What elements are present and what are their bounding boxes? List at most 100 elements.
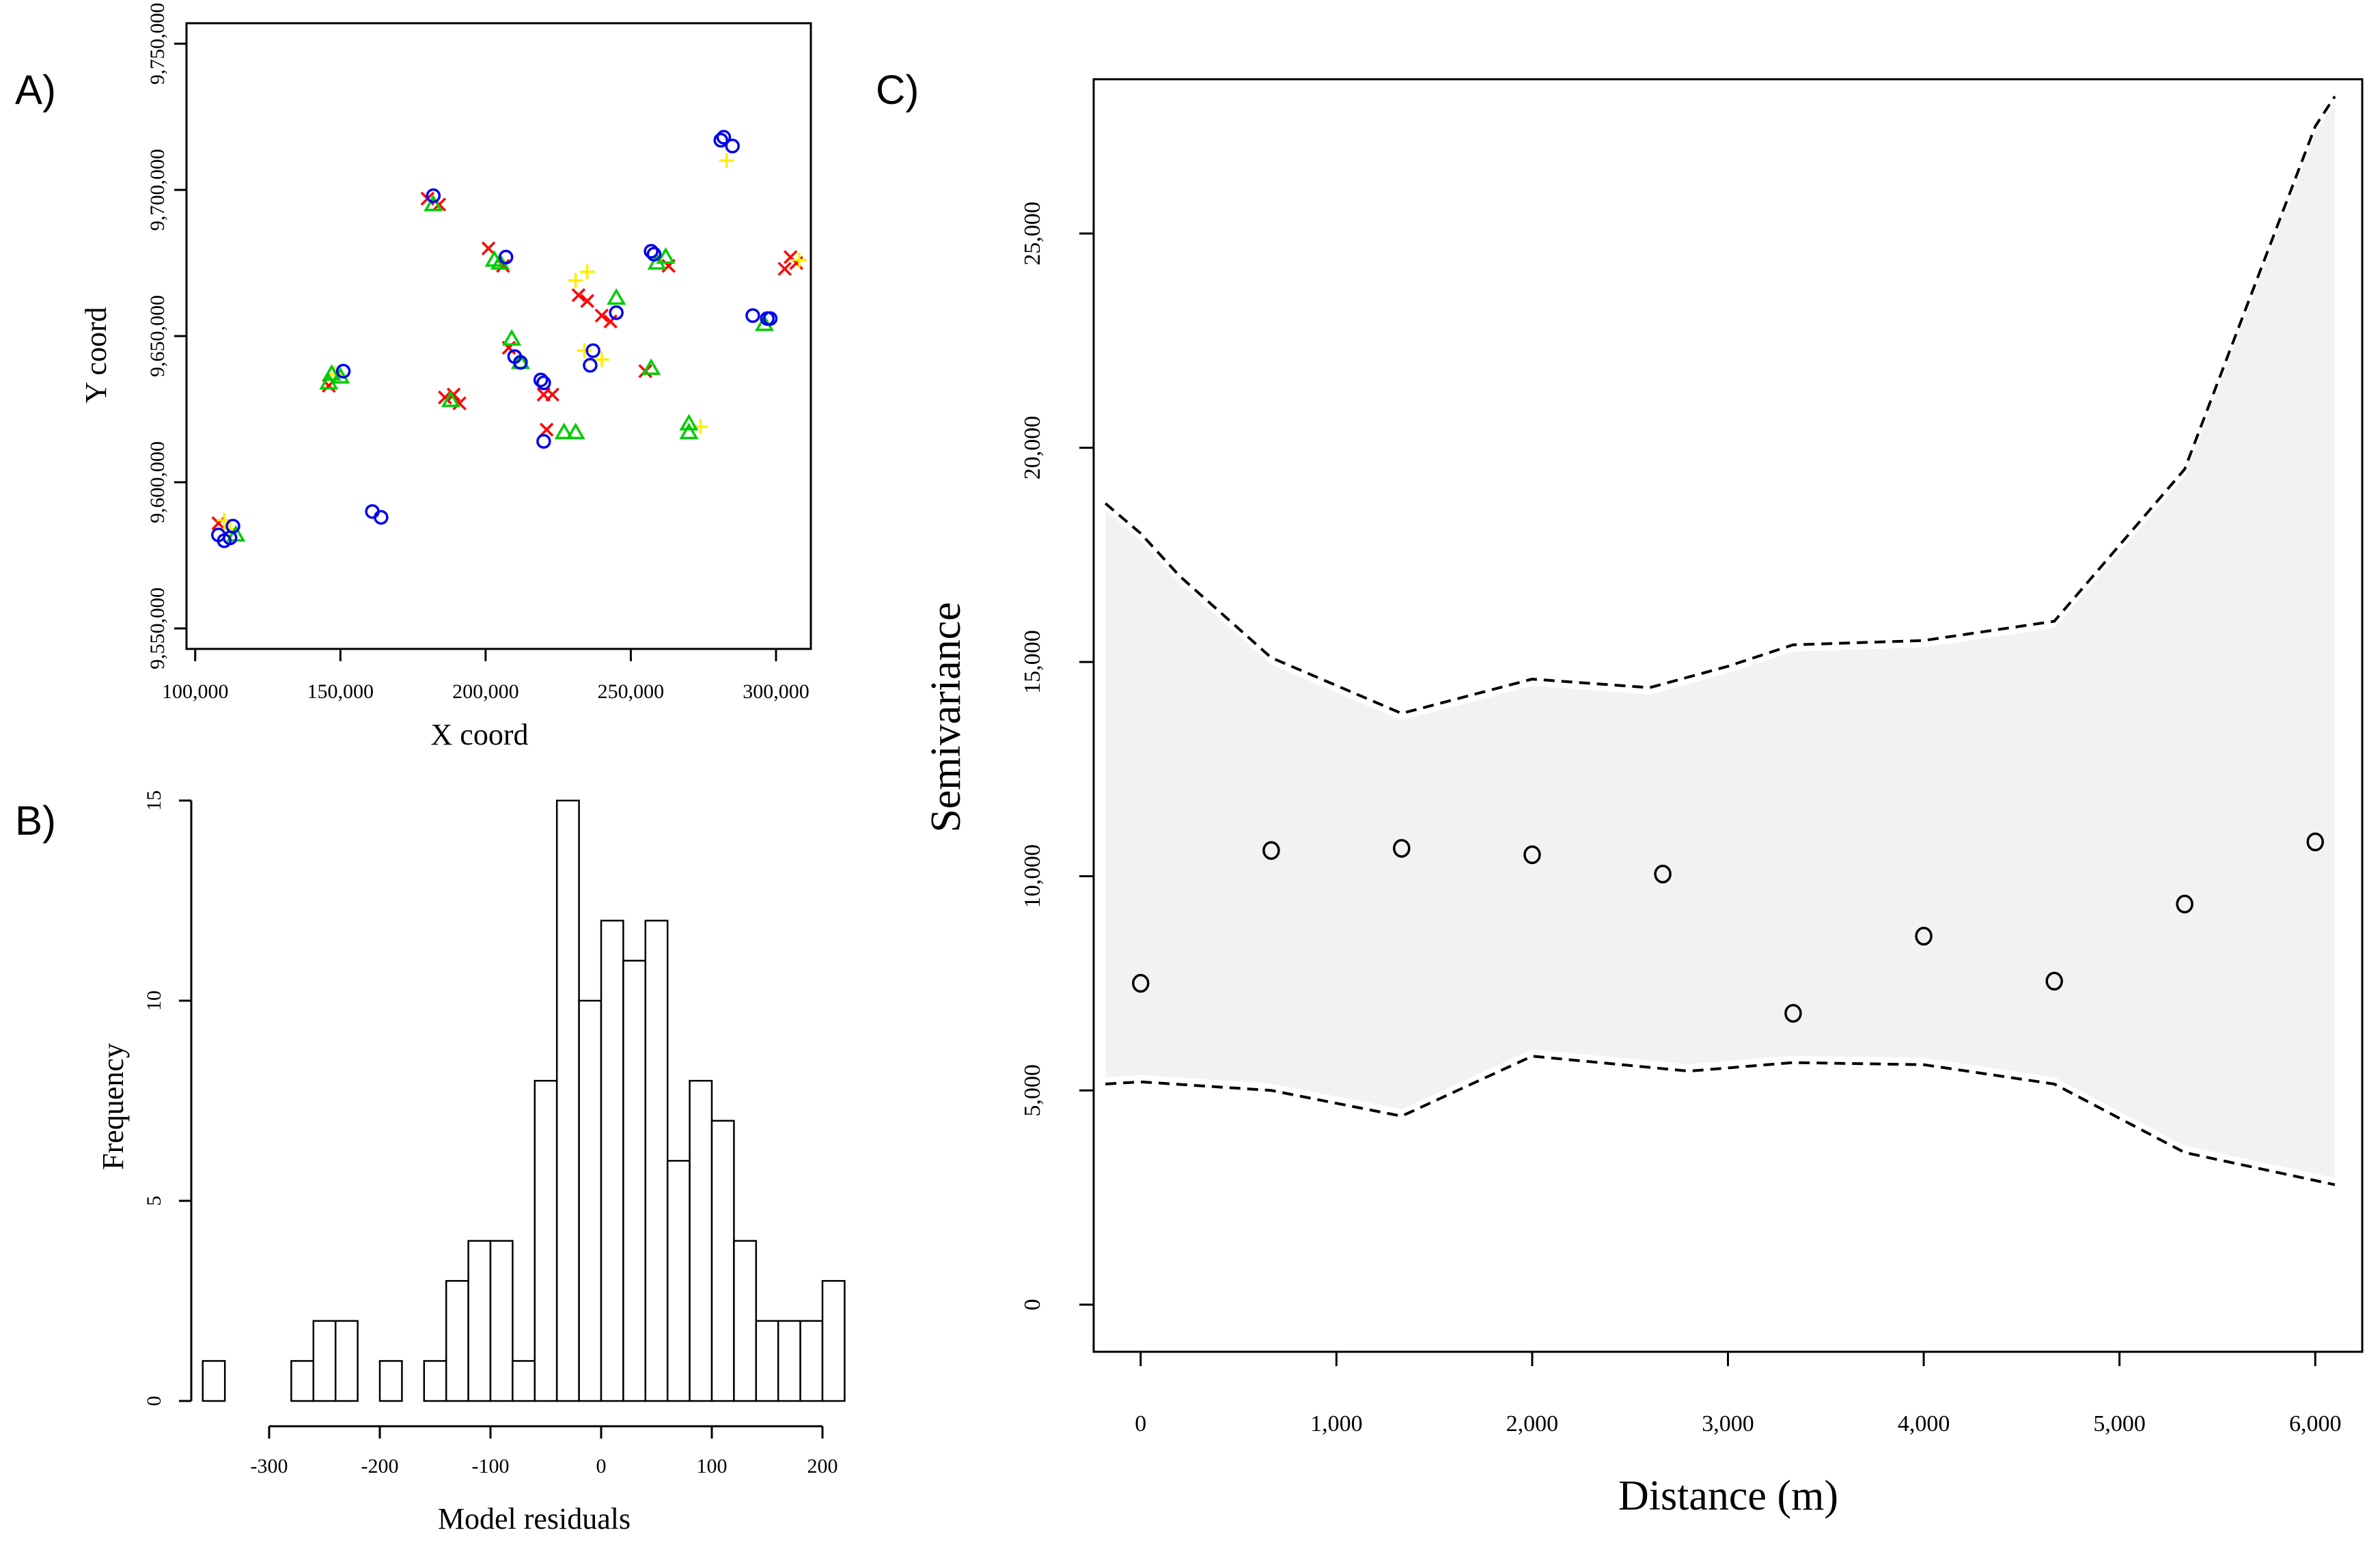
x-marker (789, 255, 803, 270)
panel-b: B) 0 5 10 15 -300 -200 -100 0 100 200 Model resi… (15, 790, 846, 1536)
circle-marker (762, 311, 778, 327)
y-tick-label: 15,000 (1020, 630, 1045, 694)
x-tick-label: -300 (251, 1455, 288, 1477)
triangle-marker (554, 422, 574, 440)
x-marker (438, 390, 452, 405)
histogram-bar (600, 919, 624, 1402)
y-tick-label: 9,600,000 (146, 441, 169, 523)
histogram-bar (777, 1320, 801, 1402)
y-tick-label: 5,000 (1020, 1064, 1045, 1117)
semivariance-point (1132, 973, 1150, 993)
histogram-bar (312, 1320, 337, 1402)
histogram-bar (489, 1240, 514, 1402)
plus-marker (577, 343, 592, 359)
panel-c: C) 0 5,000 10,000 15,000 20,000 25,000 0 1,000… (876, 67, 2364, 1519)
x-tick-label: 150,000 (307, 680, 374, 703)
circle-marker (713, 133, 728, 148)
triangle-marker (331, 367, 350, 384)
circle-marker (498, 249, 514, 265)
x-tick-label: 6,000 (2289, 1411, 2342, 1436)
histogram-bar (290, 1360, 315, 1402)
semivariance-point (2176, 894, 2194, 914)
histogram-bar (821, 1279, 846, 1402)
y-tick-label: 25,000 (1020, 202, 1045, 266)
histogram-bar (622, 960, 647, 1402)
panel-a-y-label: Y coord (79, 307, 113, 403)
y-tick-label: 0 (1020, 1299, 1045, 1311)
histogram-bar (555, 799, 580, 1402)
x-tick-label: 2,000 (1506, 1411, 1559, 1436)
envelope-lower-line (1105, 1055, 2336, 1186)
triangle-marker (566, 422, 585, 440)
histogram-bar (534, 1079, 558, 1402)
panel-a-x-axis: 100,000 150,000 200,000 250,000 300,000 (162, 649, 810, 703)
panel-a: A) 9,550,0009,600,0009,650,0009,700,0009… (15, 3, 812, 751)
envelope-band (1105, 103, 2335, 1178)
circle-marker (536, 434, 551, 449)
y-tick-label: 20,000 (1020, 416, 1045, 480)
histogram-bar (378, 1360, 403, 1402)
triangle-marker (641, 358, 661, 375)
x-marker (580, 294, 594, 308)
circle-marker (513, 355, 528, 370)
y-tick-label: 9,550,000 (146, 587, 169, 669)
plus-marker (719, 153, 734, 169)
circle-marker (609, 305, 624, 320)
circle-marker (335, 363, 351, 379)
panel-b-y-axis: 0 5 10 15 (143, 790, 193, 1406)
x-tick-label: 1,000 (1310, 1411, 1363, 1436)
histogram-bar (755, 1320, 779, 1402)
x-tick-label: 300,000 (743, 680, 810, 703)
x-marker (545, 387, 559, 402)
x-tick-label: 100,000 (162, 680, 229, 703)
y-tick-label: 10 (143, 990, 165, 1011)
x-tick-label: 0 (1135, 1411, 1146, 1436)
semivariance-point (1523, 845, 1541, 865)
histogram-bar (334, 1320, 359, 1402)
panel-c-x-label: Distance (m) (1618, 1473, 1838, 1519)
semivariance-point (1654, 864, 1672, 884)
panel-b-x-axis: -300 -200 -100 0 100 200 (251, 1425, 838, 1477)
plus-marker (594, 352, 609, 367)
panel-c-label: C) (876, 67, 919, 113)
y-tick-label: 0 (143, 1396, 165, 1406)
plus-marker (792, 252, 807, 268)
x-marker (211, 516, 226, 531)
circle-marker (646, 247, 662, 262)
histogram-bar (467, 1240, 492, 1402)
semivariance-point (2306, 832, 2324, 852)
panel-a-y-axis: 9,550,000 9,600,000 9,650,000 9,700,000 9,75… (146, 3, 188, 669)
circle-marker (225, 518, 240, 533)
panel-b-x-label: Model residuals (438, 1502, 631, 1536)
circle-marker (716, 130, 732, 145)
y-tick-label: 9,650,000 (146, 295, 169, 377)
x-tick-label: 4,000 (1898, 1411, 1950, 1436)
panel-c-x-axis: 0 1,000 2,000 3,000 4,000 5,000 6,000 (1135, 1352, 2341, 1436)
histogram-bar (202, 1360, 226, 1402)
panel-a-label: A) (15, 67, 56, 113)
circle-marker (725, 139, 740, 154)
circle-marker (583, 358, 598, 373)
histogram-bar (733, 1240, 758, 1402)
x-tick-label: 5,000 (2093, 1411, 2146, 1436)
y-tick-label: 9,750,000 (146, 3, 169, 85)
triangle-marker (679, 422, 699, 440)
histogram-bar (710, 1120, 735, 1402)
panel-a-points (211, 130, 807, 549)
triangle-marker (322, 364, 342, 381)
x-tick-label: 250,000 (598, 680, 665, 703)
panel-b-label: B) (15, 798, 56, 844)
panel-b-y-label: Frequency (96, 1043, 130, 1170)
x-marker (571, 288, 586, 303)
histogram-bar (644, 919, 669, 1402)
x-marker (594, 308, 609, 323)
x-marker (446, 387, 461, 402)
x-tick-label: -100 (472, 1455, 510, 1477)
panel-c-points (1132, 832, 2324, 1023)
x-tick-label: 100 (697, 1455, 728, 1477)
histogram-bar (799, 1320, 824, 1402)
y-tick-label: 9,700,000 (146, 149, 169, 231)
panel-c-y-axis: 0 5,000 10,000 15,000 20,000 25,000 (1020, 202, 1095, 1311)
x-tick-label: 200,000 (452, 680, 519, 703)
triangle-marker (656, 247, 676, 264)
